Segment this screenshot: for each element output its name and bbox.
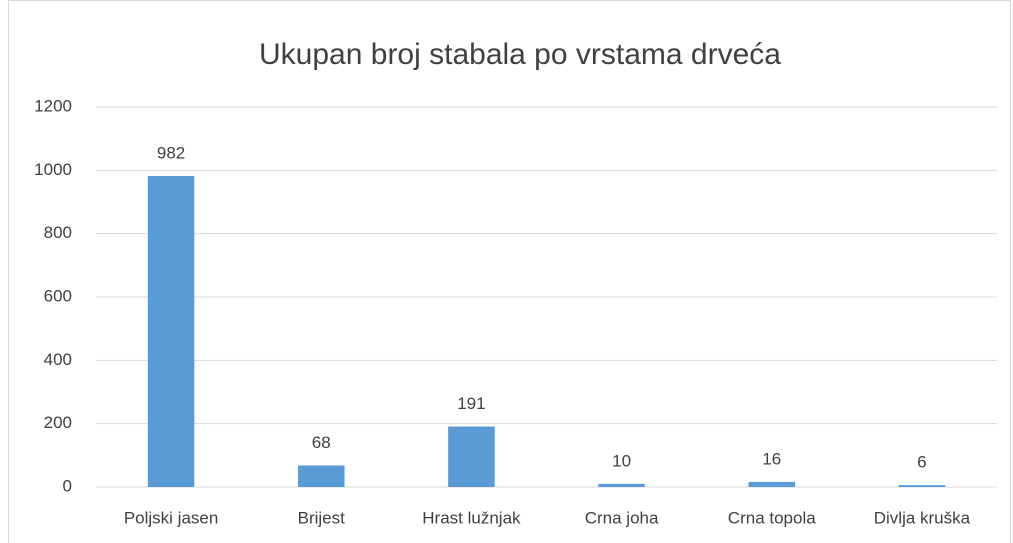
x-tick-label: Hrast lužnjak: [422, 508, 521, 527]
y-tick-label: 1200: [34, 96, 72, 115]
bar: [297, 465, 345, 487]
y-tick-label: 400: [44, 350, 72, 369]
bar: [898, 485, 946, 487]
x-tick-label: Crna joha: [585, 508, 659, 527]
bar: [598, 483, 645, 487]
y-tick-label: 0: [63, 476, 72, 495]
x-tick-label: Divlja kruška: [874, 508, 971, 527]
data-label: 10: [612, 451, 631, 470]
bar: [748, 481, 796, 487]
data-label: 16: [762, 449, 781, 468]
x-tick-label: Crna topola: [728, 508, 816, 527]
y-tick-label: 600: [44, 286, 72, 305]
chart-title: Ukupan broj stabala po vrstama drveća: [259, 38, 781, 71]
bar: [448, 426, 495, 487]
y-tick-label: 200: [44, 413, 72, 432]
data-label: 982: [157, 144, 185, 163]
y-tick-label: 800: [44, 223, 72, 242]
data-label: 68: [312, 433, 331, 452]
x-tick-label: Poljski jasen: [124, 508, 219, 527]
x-tick-label: Brijest: [298, 508, 346, 527]
bar: [147, 176, 195, 488]
data-label: 6: [917, 453, 926, 472]
y-tick-label: 1000: [34, 160, 72, 179]
data-label: 191: [457, 394, 485, 413]
